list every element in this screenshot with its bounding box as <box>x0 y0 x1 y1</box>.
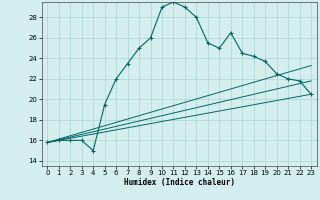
X-axis label: Humidex (Indice chaleur): Humidex (Indice chaleur) <box>124 178 235 187</box>
